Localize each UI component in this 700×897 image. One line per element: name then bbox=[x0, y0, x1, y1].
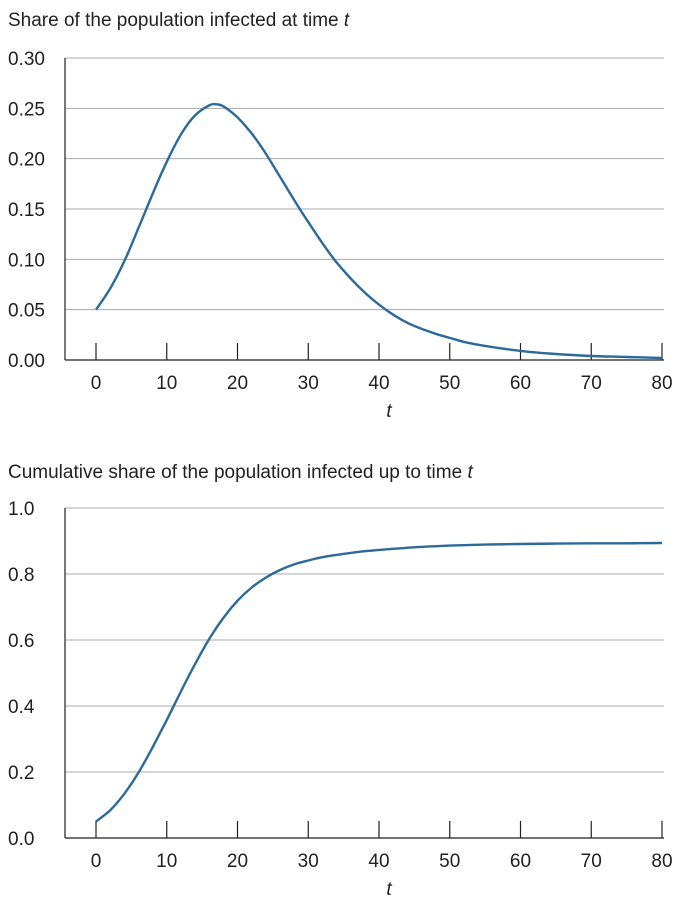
y-tick-label: 0.8 bbox=[8, 565, 34, 586]
y-tick-label: 0.2 bbox=[8, 763, 34, 784]
y-tick-label: 0.6 bbox=[8, 631, 34, 652]
chart-title: Cumulative share of the population infec… bbox=[8, 462, 473, 484]
x-tick-label: 80 bbox=[651, 851, 672, 872]
x-tick-label: 40 bbox=[368, 851, 389, 872]
x-tick-label: 80 bbox=[651, 373, 672, 394]
x-tick-label: 10 bbox=[156, 373, 177, 394]
line-chart-infected: 0.00 0.05 0.10 0.15 0.20 0.25 0.30 0 10 20 30 40 50 6… bbox=[8, 49, 673, 422]
chart-panel-infected: Share of the population infected at time… bbox=[0, 0, 700, 445]
x-tick-label: 20 bbox=[227, 373, 248, 394]
chart-title-variable: t bbox=[343, 10, 350, 31]
x-tick-label: 0 bbox=[91, 373, 102, 394]
y-tick-label: 0.00 bbox=[8, 351, 45, 372]
line-chart-cumulative: 0.0 0.2 0.4 0.6 0.8 1.0 0 10 20 30 40 50 60 70 80 t bbox=[8, 499, 673, 897]
y-tick-label: 0.30 bbox=[8, 49, 45, 70]
x-tick-label: 70 bbox=[581, 851, 602, 872]
x-tick-label: 70 bbox=[581, 373, 602, 394]
y-tick-label: 0.25 bbox=[8, 99, 45, 120]
x-axis-label: t bbox=[386, 879, 392, 897]
series-line bbox=[95, 541, 663, 823]
chart-title: Share of the population infected at time… bbox=[8, 10, 349, 32]
x-tick-label: 30 bbox=[298, 851, 319, 872]
chart-panel-cumulative: Cumulative share of the population infec… bbox=[0, 452, 700, 897]
x-tick-label: 60 bbox=[510, 373, 531, 394]
x-tick-label: 50 bbox=[439, 851, 460, 872]
x-tick-label: 40 bbox=[368, 373, 389, 394]
y-tick-label: 0.4 bbox=[8, 697, 35, 718]
y-tick-label: 0.0 bbox=[8, 829, 34, 850]
y-tick-label: 0.10 bbox=[8, 250, 45, 271]
x-tick-label: 0 bbox=[91, 851, 102, 872]
y-tick-label: 0.20 bbox=[8, 150, 45, 171]
x-tick-label: 30 bbox=[298, 373, 319, 394]
x-axis-label: t bbox=[386, 401, 392, 422]
chart-title-text: Share of the population infected at time bbox=[8, 10, 339, 31]
y-tick-label: 0.05 bbox=[8, 301, 45, 322]
chart-title-text: Cumulative share of the population infec… bbox=[8, 462, 463, 483]
y-tick-label: 0.15 bbox=[8, 200, 45, 221]
chart-title-variable: t bbox=[467, 462, 473, 483]
x-tick-label: 10 bbox=[156, 851, 177, 872]
x-tick-label: 50 bbox=[439, 373, 460, 394]
y-tick-label: 1.0 bbox=[8, 499, 34, 520]
series-line bbox=[95, 102, 663, 360]
x-tick-label: 20 bbox=[227, 851, 248, 872]
x-tick-label: 60 bbox=[510, 851, 531, 872]
